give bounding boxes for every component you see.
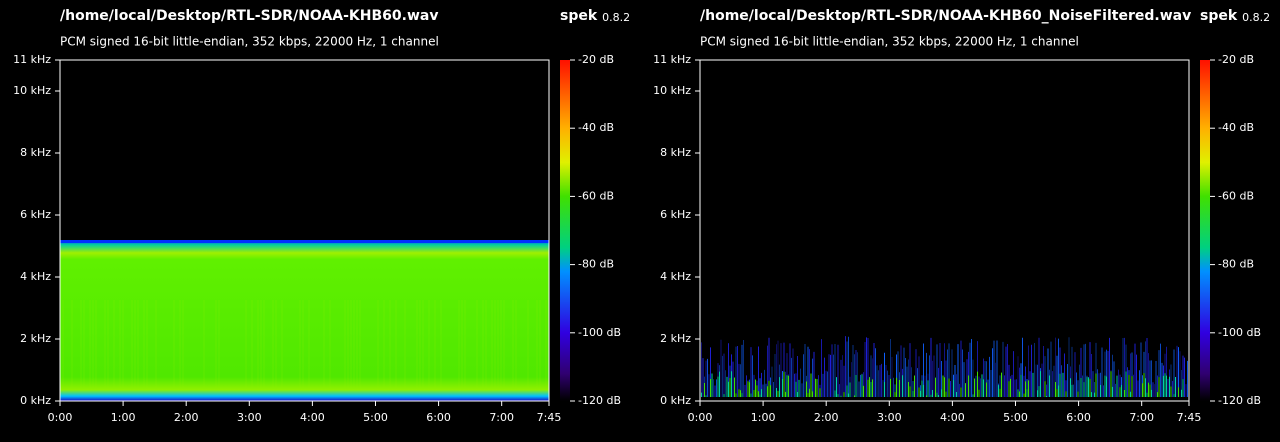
colorbar-tick-label: -80 dB [1218,258,1254,271]
y-tick-label: 4 kHz [660,270,691,283]
spectrum-band [60,240,549,401]
x-tick-label: 4:00 [300,411,325,424]
x-tick-label: 0:00 [48,411,73,424]
y-tick-label: 10 kHz [653,84,691,97]
color-bar [560,60,570,401]
file-title: /home/local/Desktop/RTL-SDR/NOAA-KHB60_N… [700,8,1191,24]
file-info: PCM signed 16-bit little-endian, 352 kbp… [700,35,1079,49]
file-info: PCM signed 16-bit little-endian, 352 kbp… [60,35,439,49]
y-tick-label: 6 kHz [20,208,51,221]
x-tick-label: 1:00 [751,411,776,424]
x-tick-label: 6:00 [1066,411,1091,424]
x-tick-label: 0:00 [688,411,713,424]
y-tick-label: 0 kHz [20,394,51,407]
y-tick-label: 11 kHz [653,53,691,66]
x-tick-label: 7:00 [1129,411,1154,424]
x-tick-label: 7:45 [1177,411,1202,424]
y-tick-label: 8 kHz [660,146,691,159]
x-tick-label: 7:00 [489,411,514,424]
colorbar-tick-label: -40 dB [1218,121,1254,134]
y-tick-label: 6 kHz [660,208,691,221]
colorbar-tick-label: -100 dB [1218,326,1261,339]
plot-frame [59,59,550,402]
color-bar [1200,60,1210,401]
y-tick-label: 4 kHz [20,270,51,283]
colorbar-tick-label: -20 dB [1218,53,1254,66]
colorbar-tick-label: -60 dB [1218,189,1254,202]
colorbar-tick-label: -80 dB [578,258,614,271]
x-tick-label: 3:00 [877,411,902,424]
app-name: spek [1200,8,1238,24]
y-tick-label: 11 kHz [13,53,51,66]
y-tick-label: 2 kHz [660,332,691,345]
x-tick-label: 2:00 [174,411,199,424]
plot-frame [699,59,1190,402]
x-tick-label: 6:00 [426,411,451,424]
y-tick-label: 10 kHz [13,84,51,97]
x-tick-label: 1:00 [111,411,136,424]
file-title: /home/local/Desktop/RTL-SDR/NOAA-KHB60.w… [60,8,438,24]
colorbar-tick-label: -60 dB [578,189,614,202]
colorbar-tick-label: -120 dB [1218,394,1261,407]
y-tick-label: 8 kHz [20,146,51,159]
app-version: 0.8.2 [1242,11,1270,24]
app-name: spek [560,8,598,24]
colorbar-tick-label: -40 dB [578,121,614,134]
colorbar-tick-label: -20 dB [578,53,614,66]
spectrogram-panel: /home/local/Desktop/RTL-SDR/NOAA-KHB60.w… [13,8,630,424]
y-tick-label: 2 kHz [20,332,51,345]
x-tick-label: 5:00 [363,411,388,424]
colorbar-tick-label: -120 dB [578,394,621,407]
x-tick-label: 5:00 [1003,411,1028,424]
app-version: 0.8.2 [602,11,630,24]
top-edge [60,240,549,243]
x-tick-label: 2:00 [814,411,839,424]
colorbar-tick-label: -100 dB [578,326,621,339]
x-tick-label: 3:00 [237,411,262,424]
x-tick-label: 7:45 [537,411,562,424]
y-tick-label: 0 kHz [660,394,691,407]
spectrogram-panel: /home/local/Desktop/RTL-SDR/NOAA-KHB60_N… [653,8,1270,424]
x-tick-label: 4:00 [940,411,965,424]
